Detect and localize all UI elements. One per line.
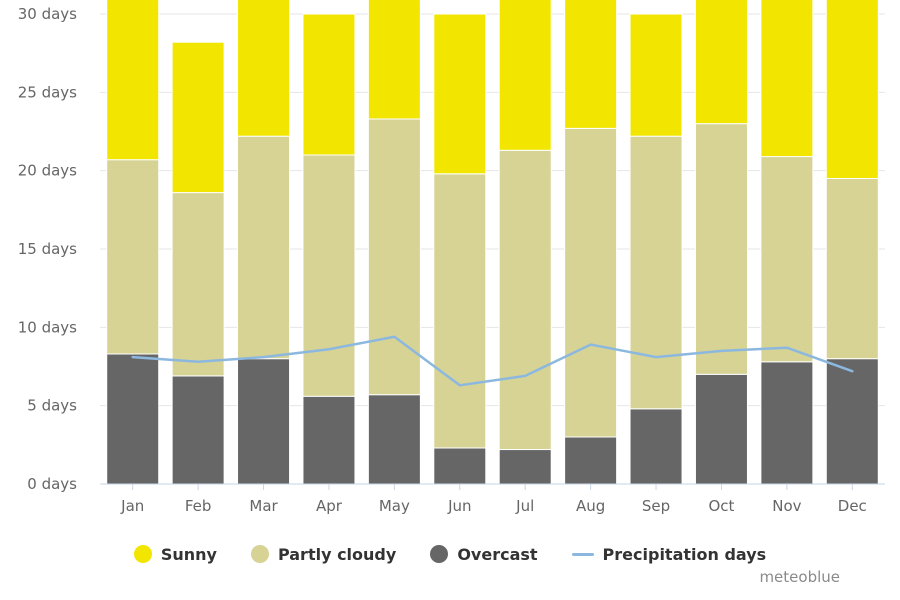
bar-overcast[interactable]	[694, 373, 748, 485]
y-tick-label: 5 days	[27, 397, 77, 415]
bar-overcast[interactable]	[171, 375, 225, 485]
x-tick-label: Nov	[772, 497, 801, 515]
bars	[106, 0, 879, 485]
bar-sunny[interactable]	[629, 13, 683, 137]
bar-partly-cloudy[interactable]	[760, 156, 814, 363]
bar-partly-cloudy[interactable]	[564, 127, 618, 438]
legend-label-precipitation: Precipitation days	[602, 544, 767, 564]
legend-item-partly-cloudy[interactable]: Partly cloudy	[250, 544, 397, 564]
bar-partly-cloudy[interactable]	[171, 192, 225, 377]
bar-sunny[interactable]	[237, 0, 291, 137]
bar-sunny[interactable]	[498, 0, 552, 151]
y-tick-label: 15 days	[18, 240, 77, 258]
legend-item-overcast[interactable]: Overcast	[430, 544, 538, 564]
overcast-swatch-icon	[430, 545, 449, 563]
x-axis-ticks: Jan Feb Mar Apr May Jun Jul Aug Sep Oct Nov Dec	[120, 497, 867, 515]
bar-sunny[interactable]	[433, 13, 487, 175]
legend-label-partly-cloudy: Partly cloudy	[277, 544, 397, 564]
bar-overcast[interactable]	[825, 358, 879, 485]
bar-overcast[interactable]	[237, 358, 291, 485]
bar-sunny[interactable]	[367, 0, 421, 120]
credit-text: meteoblue	[759, 568, 840, 586]
bar-partly-cloudy[interactable]	[498, 149, 552, 451]
bar-overcast[interactable]	[760, 361, 814, 485]
y-tick-label: 20 days	[18, 162, 77, 180]
bar-sunny[interactable]	[694, 0, 748, 125]
precipitation-line-layer	[131, 335, 854, 387]
bar-overcast[interactable]	[629, 408, 683, 485]
bar-overcast[interactable]	[564, 436, 618, 485]
x-tick-label: Mar	[249, 497, 278, 515]
y-axis-ticks: 0 days 5 days 10 days 15 days 20 days 25 days…	[18, 5, 77, 493]
x-tick-label: Jun	[447, 497, 471, 515]
sunny-swatch-icon	[133, 545, 152, 563]
bar-partly-cloudy[interactable]	[694, 123, 748, 375]
legend-label-sunny: Sunny	[160, 544, 217, 564]
bar-overcast[interactable]	[433, 447, 487, 485]
legend-item-precipitation[interactable]: Precipitation days	[571, 544, 767, 564]
legend-label-overcast: Overcast	[457, 544, 538, 564]
x-tick-label: Aug	[576, 497, 605, 515]
y-tick-label: 25 days	[18, 83, 77, 101]
x-tick-label: Jul	[515, 497, 534, 515]
x-axis	[100, 483, 885, 490]
bar-partly-cloudy[interactable]	[433, 173, 487, 449]
x-tick-label: Sep	[642, 497, 670, 515]
precipitation-line[interactable]	[131, 335, 854, 387]
bar-overcast[interactable]	[302, 395, 356, 485]
y-tick-label: 30 days	[18, 5, 77, 23]
grid-lines	[100, 13, 885, 407]
bar-sunny[interactable]	[760, 0, 814, 158]
bar-partly-cloudy[interactable]	[629, 135, 683, 410]
partly-cloudy-swatch-icon	[250, 545, 269, 563]
x-tick-label: Feb	[185, 497, 212, 515]
bar-partly-cloudy[interactable]	[367, 118, 421, 396]
bar-sunny[interactable]	[564, 0, 618, 129]
bar-overcast[interactable]	[106, 353, 160, 485]
x-tick-label: May	[379, 497, 410, 515]
x-tick-label: Oct	[708, 497, 734, 515]
bar-sunny[interactable]	[106, 0, 160, 161]
y-tick-label: 10 days	[18, 318, 77, 336]
x-tick-label: Jan	[120, 497, 144, 515]
x-tick-label: Dec	[838, 497, 867, 515]
bar-sunny[interactable]	[171, 41, 225, 194]
bar-partly-cloudy[interactable]	[825, 178, 879, 360]
bar-overcast[interactable]	[367, 394, 421, 485]
bar-partly-cloudy[interactable]	[302, 154, 356, 397]
legend: Sunny Partly cloudy Overcast Precipitati…	[0, 540, 900, 568]
x-tick-label: Apr	[316, 497, 343, 515]
bar-sunny[interactable]	[302, 13, 356, 156]
legend-item-sunny[interactable]: Sunny	[133, 544, 217, 564]
bar-partly-cloudy[interactable]	[106, 159, 160, 355]
bar-partly-cloudy[interactable]	[237, 135, 291, 360]
precipitation-swatch-icon	[571, 552, 594, 556]
y-tick-label: 0 days	[27, 475, 77, 493]
bar-sunny[interactable]	[825, 0, 879, 180]
chart-canvas: 0 days 5 days 10 days 15 days 20 days 25 days…	[18, 0, 885, 515]
bar-overcast[interactable]	[498, 449, 552, 485]
